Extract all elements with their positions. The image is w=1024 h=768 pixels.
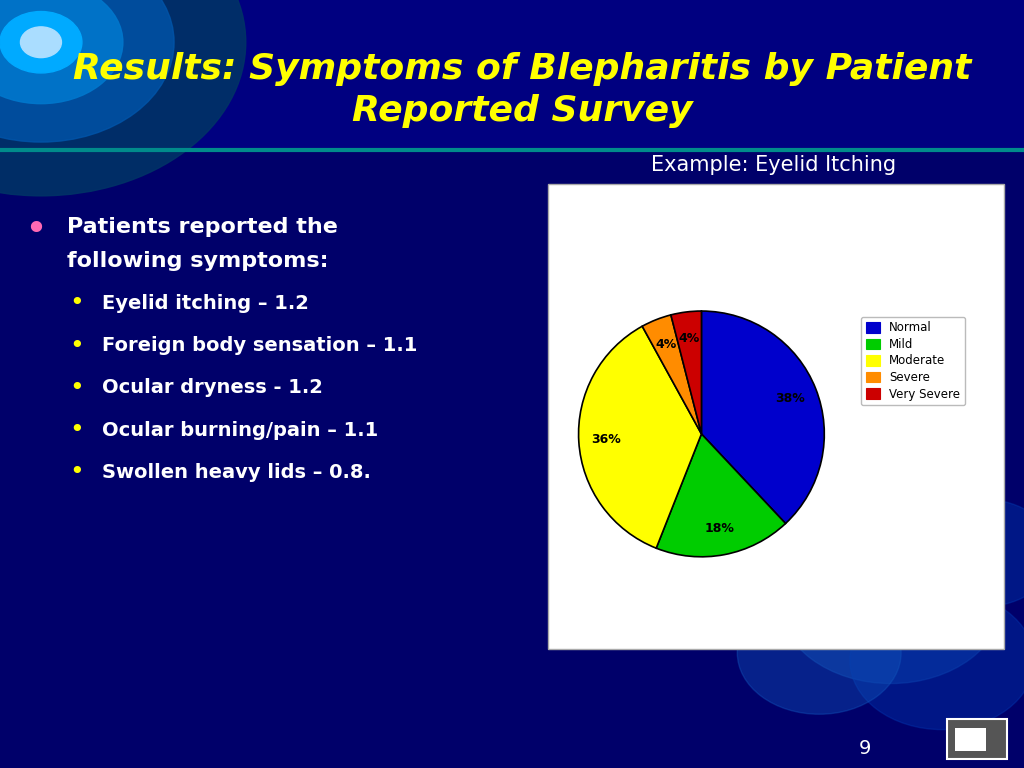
Text: •: • <box>70 418 84 442</box>
Text: Patients reported the: Patients reported the <box>67 217 338 237</box>
Circle shape <box>737 591 901 714</box>
Circle shape <box>0 0 246 196</box>
Text: Ocular dryness - 1.2: Ocular dryness - 1.2 <box>102 379 324 397</box>
Text: •: • <box>70 460 84 485</box>
Text: Foreign body sensation – 1.1: Foreign body sensation – 1.1 <box>102 336 418 355</box>
Wedge shape <box>642 315 701 434</box>
FancyBboxPatch shape <box>548 184 1004 649</box>
Text: Ocular burning/pain – 1.1: Ocular burning/pain – 1.1 <box>102 421 379 439</box>
Text: •: • <box>25 211 47 250</box>
FancyBboxPatch shape <box>947 719 1007 759</box>
Text: 4%: 4% <box>655 339 677 351</box>
Text: 18%: 18% <box>705 521 734 535</box>
Text: •: • <box>70 291 84 316</box>
Text: Reported Survey: Reported Survey <box>352 94 692 128</box>
Text: 9: 9 <box>859 740 871 758</box>
Text: •: • <box>70 333 84 358</box>
Circle shape <box>0 0 174 142</box>
FancyBboxPatch shape <box>955 728 986 751</box>
Wedge shape <box>579 326 701 548</box>
Wedge shape <box>701 311 824 524</box>
Wedge shape <box>656 434 785 557</box>
Text: Example: Eyelid Itching: Example: Eyelid Itching <box>650 155 896 175</box>
Text: following symptoms:: following symptoms: <box>67 251 328 271</box>
Text: Results: Symptoms of Blepharitis by Patient: Results: Symptoms of Blepharitis by Pati… <box>73 52 972 86</box>
Text: 36%: 36% <box>591 433 621 446</box>
Circle shape <box>0 12 82 73</box>
Circle shape <box>850 591 1024 730</box>
Circle shape <box>20 27 61 58</box>
Text: 38%: 38% <box>776 392 806 406</box>
FancyBboxPatch shape <box>0 0 1024 150</box>
Circle shape <box>778 515 1004 684</box>
Text: Eyelid itching – 1.2: Eyelid itching – 1.2 <box>102 294 309 313</box>
Circle shape <box>0 0 123 104</box>
Text: Swollen heavy lids – 0.8.: Swollen heavy lids – 0.8. <box>102 463 372 482</box>
Wedge shape <box>671 311 701 434</box>
Text: 4%: 4% <box>679 333 700 346</box>
Legend: Normal, Mild, Moderate, Severe, Very Severe: Normal, Mild, Moderate, Severe, Very Sev… <box>861 316 965 406</box>
Text: •: • <box>70 376 84 400</box>
Circle shape <box>911 499 1024 607</box>
